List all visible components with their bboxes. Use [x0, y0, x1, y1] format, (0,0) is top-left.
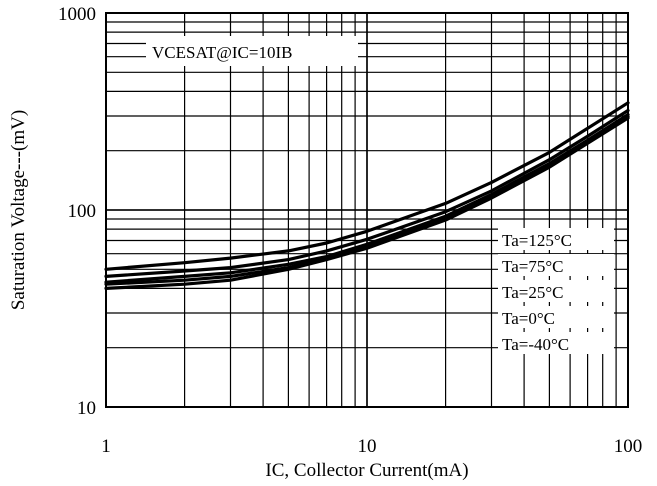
x-tick-labels: 1 10 100 [101, 436, 642, 457]
legend-label: Ta=125°C [502, 231, 572, 250]
series-line [104, 112, 630, 284]
x-tick-label: 1 [101, 436, 111, 457]
data-curves [104, 101, 630, 290]
x-tick-label: 10 [358, 436, 377, 457]
legend-label-bg [498, 306, 614, 328]
y-tick-labels: 10 100 1000 [58, 4, 96, 419]
legend-label: Ta=0°C [502, 309, 555, 328]
y-tick-label: 1000 [58, 4, 96, 25]
legend-label-bg [498, 280, 614, 302]
series-line [104, 116, 630, 290]
plot-frame [105, 12, 629, 408]
legend-label: Ta=25°C [502, 283, 563, 302]
annotation: VCESAT@IC=10IB [146, 36, 358, 66]
legend-label: Ta=-40°C [502, 335, 569, 354]
x-axis-title: IC, Collector Current(mA) [265, 460, 468, 481]
legend-label-bg [498, 254, 614, 276]
x-tick-label: 100 [614, 436, 643, 457]
series-line [104, 101, 630, 271]
legend: Ta=125°C Ta=75°C Ta=25°C Ta=0°C Ta=-40°C [498, 228, 614, 354]
legend-label: Ta=75°C [502, 257, 563, 276]
series-line [104, 108, 630, 278]
annotation-text: VCESAT@IC=10IB [152, 43, 292, 62]
y-tick-label: 10 [77, 398, 96, 419]
annotation-box [146, 36, 358, 66]
legend-label-bg [498, 332, 614, 354]
y-axis-title: Saturation Voltage---(mV) [8, 110, 29, 310]
legend-label-bg [498, 228, 614, 250]
y-tick-label: 100 [68, 201, 97, 222]
